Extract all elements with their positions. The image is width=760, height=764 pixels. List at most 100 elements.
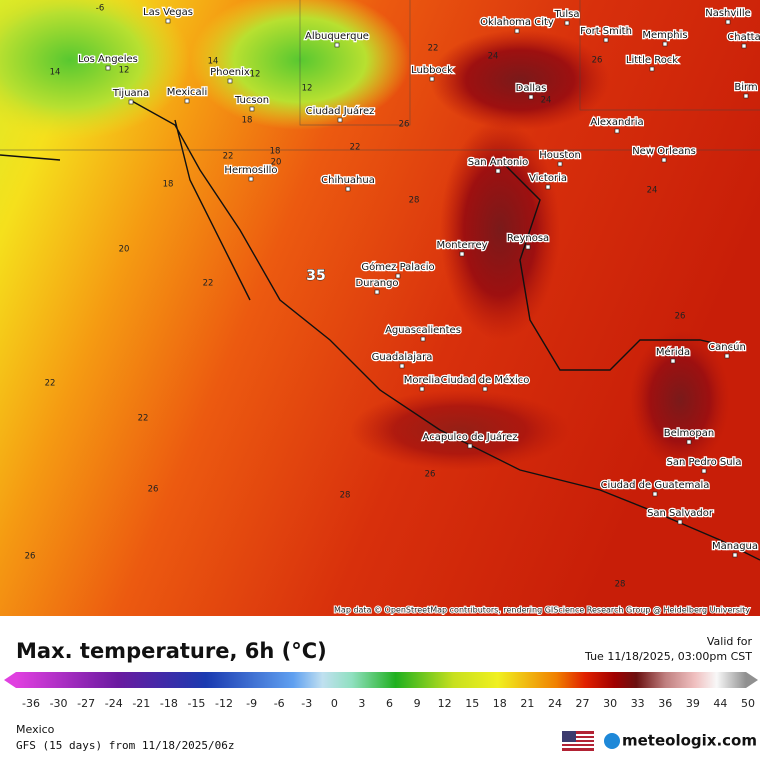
scale-tick-label: -12 (215, 697, 233, 710)
city-label: San Salvador (647, 508, 714, 519)
city-label: Houston (539, 150, 581, 161)
city-dot (420, 336, 426, 342)
scale-tick-label: 6 (386, 697, 393, 710)
contour-label: 22 (45, 379, 56, 389)
valid-time: Tue 11/18/2025, 03:00pm CST (584, 650, 752, 663)
city-dot (677, 519, 683, 525)
contour-label: 22 (428, 44, 439, 54)
city-dot (614, 128, 620, 134)
city-dot (467, 443, 473, 449)
brand-logo (604, 733, 620, 749)
contour-label: -6 (96, 4, 104, 14)
city-label: Mérida (656, 346, 690, 358)
city-label: Birm (734, 82, 757, 93)
contour-label: 28 (615, 580, 626, 590)
contour-label: 26 (425, 470, 436, 480)
city-dot (128, 99, 134, 105)
us-flag (562, 731, 594, 751)
city-dot (395, 273, 401, 279)
scale-arrow-left (4, 672, 16, 688)
contour-label: 26 (592, 56, 603, 66)
contour-label: 26 (148, 485, 159, 495)
scale-ticks: -36 -30 -27 -24 -21 -18 -15 -12 -9 -6 -3 0 3 6 9 12 15 18… (22, 697, 755, 710)
scale-tick-label: -15 (187, 697, 205, 710)
scale-tick-label: -24 (105, 697, 123, 710)
city-dot (545, 184, 551, 190)
scale-tick-label: 12 (438, 697, 452, 710)
city-dot (662, 41, 668, 47)
contour-label: 14 (50, 68, 61, 78)
city-label: Managua (712, 541, 758, 552)
city-dot (686, 439, 692, 445)
city-label: Ciudad de México (441, 374, 530, 386)
city-label: Belmopan (664, 428, 714, 439)
scale-tick-label: 36 (658, 697, 672, 710)
scale-tick-label: 50 (741, 697, 755, 710)
city-dot (741, 43, 747, 49)
contour-label: 12 (119, 66, 130, 76)
scale-tick-label: 27 (576, 697, 590, 710)
scale-tick-label: 24 (548, 697, 562, 710)
city-dot (495, 168, 501, 174)
city-label: Reynosa (507, 233, 549, 244)
city-dot (459, 251, 465, 257)
scale-tick-label: 15 (465, 697, 479, 710)
scale-tick-label: -21 (132, 697, 150, 710)
scale-tick-label: -9 (246, 697, 257, 710)
city-dot (399, 363, 405, 369)
scale-tick-label: -6 (274, 697, 285, 710)
contour-layer: -614 121412122224221822201818262022282426… (25, 4, 686, 590)
city-label: Alexandria (590, 117, 643, 128)
city-dot (732, 552, 738, 558)
city-dot (429, 76, 435, 82)
scale-tick-label: 33 (631, 697, 645, 710)
scale-tick-label: -3 (301, 697, 312, 710)
contour-label: 18 (242, 116, 253, 126)
city-label: San Pedro Sula (667, 457, 742, 468)
city-dot (725, 19, 731, 25)
contour-label: 22 (203, 279, 214, 289)
city-label: Cancún (708, 341, 746, 353)
city-dot (419, 386, 425, 392)
valid-label: Valid for (707, 635, 753, 648)
scale-tick-label: -30 (50, 697, 68, 710)
city-dot (557, 161, 563, 167)
city-label: Guadalajara (372, 352, 433, 363)
city-label: Mexicali (167, 87, 207, 98)
city-dot (724, 353, 730, 359)
city-dot (165, 18, 171, 24)
contour-label: 12 (250, 70, 261, 80)
contour-label: 20 (119, 245, 130, 255)
city-label: Acapulco de Juárez (423, 431, 518, 443)
contour-label: 26 (675, 312, 686, 322)
city-dot (603, 37, 609, 43)
city-label: Nashville (705, 8, 751, 19)
contour-label: 14 (208, 57, 219, 67)
city-label: New Orleans (632, 146, 696, 157)
scale-tick-label: 39 (686, 697, 700, 710)
city-label: Victoria (529, 173, 567, 184)
city-dot (482, 386, 488, 392)
city-label: Chihuahua (321, 175, 375, 186)
city-dot (514, 28, 520, 34)
scale-tick-label: 21 (520, 697, 534, 710)
city-label: Hermosillo (224, 165, 277, 176)
city-label: Los Angeles (78, 54, 138, 65)
contour-label: 22 (138, 414, 149, 424)
city-label: Gómez Palacio (361, 261, 434, 273)
city-label: Tucson (234, 95, 269, 106)
city-label: Aguascalientes (385, 325, 461, 336)
city-label: Las Vegas (143, 7, 193, 18)
city-dot (334, 42, 340, 48)
city-label: Durango (355, 278, 398, 289)
brand[interactable]: meteologix.com (622, 732, 757, 750)
contour-label: 26 (399, 120, 410, 130)
model-run: GFS (15 days) from 11/18/2025/06z (16, 739, 235, 752)
city-label: Memphis (642, 30, 687, 41)
scale-tick-label: -36 (22, 697, 40, 710)
city-label: Ciudad Juárez (306, 105, 375, 117)
map: Map data © OpenStreetMap contributors, r… (0, 0, 760, 616)
city-dot (337, 117, 343, 123)
scale-tick-label: 9 (414, 697, 421, 710)
